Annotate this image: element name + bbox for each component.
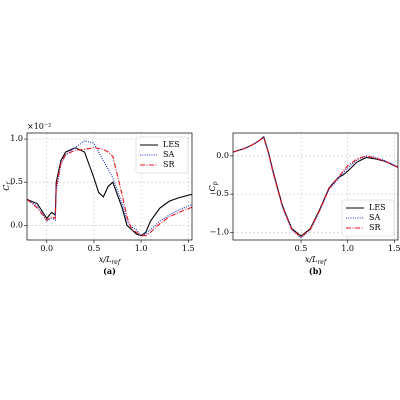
axis-multiplier: ×10⁻² — [27, 122, 51, 131]
data-line — [27, 147, 192, 237]
y-tick-label: 1.0 — [10, 134, 23, 143]
y-tick-label: 0.5 — [10, 177, 23, 186]
caption: (b) — [309, 266, 322, 276]
x-tick-label: 1.5 — [388, 244, 400, 253]
x-tick-label: 0.5 — [295, 244, 308, 253]
legend-label: SR — [369, 223, 381, 232]
legend-label: LES — [163, 140, 180, 149]
legend-label: SR — [163, 160, 175, 169]
data-line — [233, 136, 398, 238]
y-tick-label: −0.5 — [210, 189, 229, 198]
axes-frame — [26, 132, 193, 241]
x-tick-label: 1.5 — [182, 244, 195, 253]
y-tick-label: 0.0 — [216, 151, 229, 160]
y-tick-label: 0.0 — [10, 220, 23, 229]
data-line — [27, 140, 192, 237]
caption: (a) — [103, 266, 116, 276]
y-tick-label: −1.0 — [210, 227, 229, 236]
legend-box — [135, 136, 189, 174]
x-tick-label: 0.5 — [88, 244, 101, 253]
legend-box — [341, 199, 395, 237]
x-axis-label: x/Lref — [99, 255, 122, 266]
y-axis-label: Cp — [208, 181, 219, 191]
legend-label: SA — [369, 213, 380, 222]
y-axis-label: Cf — [2, 181, 13, 191]
x-tick-label: 1.0 — [135, 244, 148, 253]
legend-label: LES — [369, 203, 386, 212]
x-axis-label: x/Lref — [305, 255, 328, 266]
axes-frame — [232, 132, 399, 241]
x-tick-label: 1.0 — [341, 244, 354, 253]
x-tick-label: 0.0 — [40, 244, 53, 253]
legend-label: SA — [163, 150, 174, 159]
